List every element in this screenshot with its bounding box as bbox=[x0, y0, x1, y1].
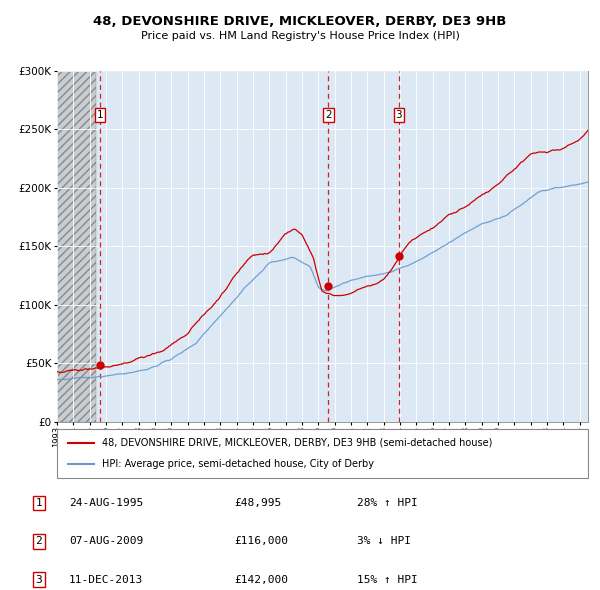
Text: 2: 2 bbox=[325, 110, 332, 120]
Text: 15% ↑ HPI: 15% ↑ HPI bbox=[357, 575, 418, 585]
Text: HPI: Average price, semi-detached house, City of Derby: HPI: Average price, semi-detached house,… bbox=[102, 459, 374, 469]
Text: 3: 3 bbox=[35, 575, 43, 585]
Text: 3% ↓ HPI: 3% ↓ HPI bbox=[357, 536, 411, 546]
Text: 1: 1 bbox=[35, 498, 43, 508]
Text: 48, DEVONSHIRE DRIVE, MICKLEOVER, DERBY, DE3 9HB: 48, DEVONSHIRE DRIVE, MICKLEOVER, DERBY,… bbox=[94, 15, 506, 28]
Text: 48, DEVONSHIRE DRIVE, MICKLEOVER, DERBY, DE3 9HB (semi-detached house): 48, DEVONSHIRE DRIVE, MICKLEOVER, DERBY,… bbox=[102, 438, 493, 448]
Text: 3: 3 bbox=[395, 110, 402, 120]
Text: 11-DEC-2013: 11-DEC-2013 bbox=[69, 575, 143, 585]
Text: 24-AUG-1995: 24-AUG-1995 bbox=[69, 498, 143, 508]
Text: Price paid vs. HM Land Registry's House Price Index (HPI): Price paid vs. HM Land Registry's House … bbox=[140, 31, 460, 41]
Text: 28% ↑ HPI: 28% ↑ HPI bbox=[357, 498, 418, 508]
Text: 2: 2 bbox=[35, 536, 43, 546]
Text: 07-AUG-2009: 07-AUG-2009 bbox=[69, 536, 143, 546]
Text: £142,000: £142,000 bbox=[234, 575, 288, 585]
Text: 1: 1 bbox=[97, 110, 103, 120]
Text: £48,995: £48,995 bbox=[234, 498, 281, 508]
Text: £116,000: £116,000 bbox=[234, 536, 288, 546]
FancyBboxPatch shape bbox=[57, 429, 588, 478]
